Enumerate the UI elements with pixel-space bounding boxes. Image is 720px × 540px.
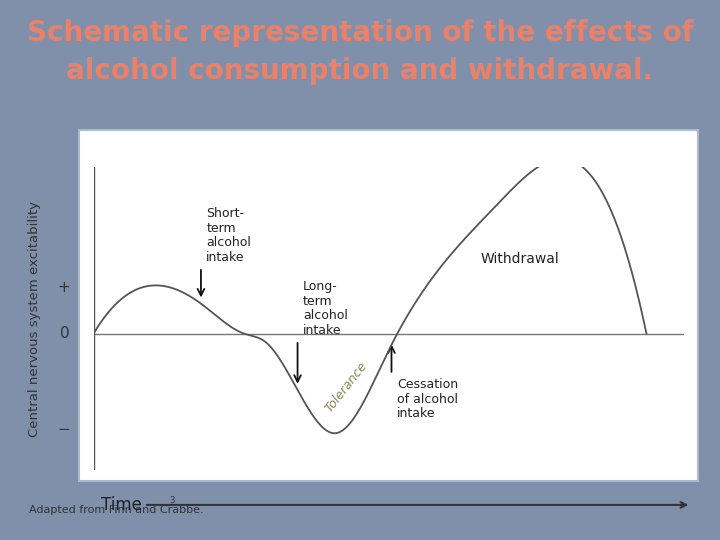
Text: Long-
term
alcohol
intake: Long- term alcohol intake (303, 280, 348, 337)
Text: 0: 0 (60, 326, 70, 341)
Text: 3: 3 (169, 496, 174, 505)
Text: Adapted from Finn and Crabbe.: Adapted from Finn and Crabbe. (29, 505, 204, 515)
Text: Short-
term
alcohol
intake: Short- term alcohol intake (207, 207, 251, 264)
Text: Tolerance: Tolerance (322, 359, 369, 415)
Text: Central nervous system excitability: Central nervous system excitability (28, 200, 41, 437)
Text: Withdrawal: Withdrawal (480, 252, 559, 266)
Text: Time: Time (101, 496, 142, 514)
Bar (79, 130, 698, 481)
Text: Cessation
of alcohol
intake: Cessation of alcohol intake (397, 378, 458, 420)
Text: alcohol consumption and withdrawal.: alcohol consumption and withdrawal. (66, 57, 654, 85)
Text: −: − (57, 422, 70, 437)
Text: Schematic representation of the effects of: Schematic representation of the effects … (27, 19, 693, 47)
Text: +: + (57, 280, 70, 294)
